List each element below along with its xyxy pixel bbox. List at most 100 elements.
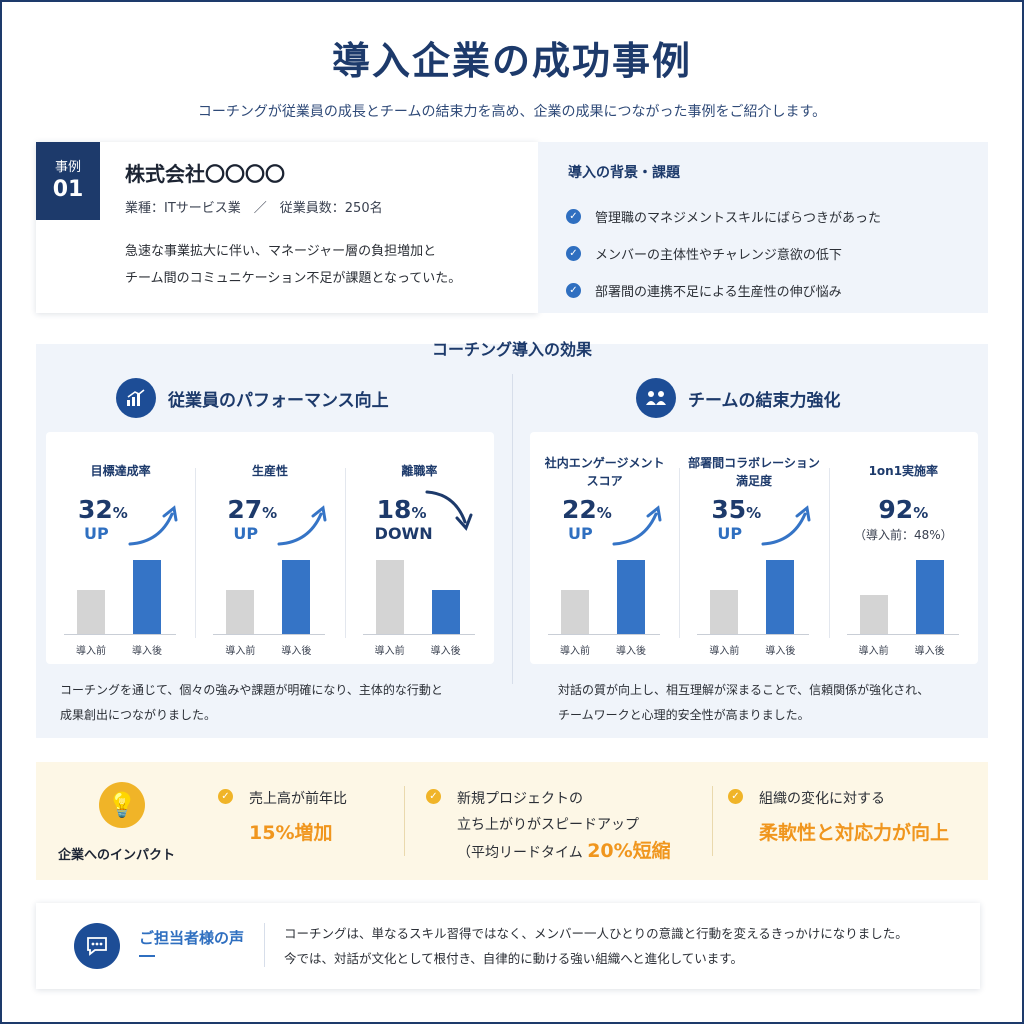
bar-before: [375, 560, 404, 634]
bar-before: [561, 590, 589, 634]
x-axis-label: 導入後: [765, 646, 796, 657]
bar-after: [282, 560, 311, 634]
impact-item-highlight: 柔軟性と対応力が向上: [759, 822, 950, 844]
impact-item: ✓ 組織の変化に対する 柔軟性と対応力が向上: [728, 786, 949, 845]
metric-value: 35%: [711, 496, 761, 527]
bar-after: [915, 560, 944, 634]
chart-baseline: [362, 634, 475, 635]
bar-before: [226, 590, 255, 634]
chart-baseline: [548, 634, 660, 635]
impact-item-body: 新規プロジェクトの 立ち上がりがスピードアップ （平均リードタイム: [457, 791, 639, 861]
metric-direction: DOWN: [374, 524, 433, 543]
case-badge: 事例 01: [36, 142, 100, 220]
voice-divider: [264, 923, 265, 967]
bar-after: [766, 560, 795, 634]
metrics-left: 目標達成率 32% UP 導入前 導入後 生産性 27% UP 導入前 導入後 離職率 18% DOWN…: [46, 432, 494, 664]
case-description-line: 急速な事業拡大に伴い、マネージャー層の負担増加と: [125, 244, 437, 259]
metric-card: 離職率 18% DOWN 導入前 導入後: [344, 432, 494, 664]
chart-baseline: [64, 634, 176, 635]
voice-title: ご担当者様の声: [139, 929, 245, 947]
background-item: ✓ メンバーの主体性やチャレンジ意欲の低下: [566, 235, 881, 272]
check-icon: ✓: [728, 789, 743, 804]
x-axis-label: 導入前: [374, 646, 405, 657]
metric-card: 1on1実施率 92% （導入前：48%） 導入前 導入後: [828, 432, 978, 664]
metric-label: 離職率: [401, 464, 438, 478]
metric-value: 92%: [829, 496, 978, 527]
metric-label: 部署間コラボレーション 満足度: [688, 456, 820, 488]
metric-value: 32%: [78, 496, 128, 527]
metric-direction: UP: [84, 524, 109, 543]
metric-value: 18%: [377, 496, 427, 527]
metric-value-unit: %: [411, 504, 427, 522]
voice-text: コーチングは、単なるスキル習得ではなく、メンバー一人ひとりの意識と行動を変えるき…: [284, 921, 908, 971]
x-axis-label: 導入後: [132, 646, 162, 657]
check-icon: ✓: [566, 283, 581, 298]
x-axis-label: 導入前: [858, 646, 889, 657]
metric-direction: UP: [568, 524, 593, 543]
metric-value-number: 92: [878, 495, 914, 524]
background-item: ✓ 部署間の連携不足による生産性の伸び悩み: [566, 272, 881, 309]
metric-card: 目標達成率 32% UP 導入前 導入後: [46, 432, 195, 664]
background-item-text: 部署間の連携不足による生産性の伸び悩み: [595, 285, 842, 300]
bar-after: [133, 560, 161, 634]
metric-value: 22%: [562, 496, 612, 527]
impact-item-text: 新規プロジェクトの 立ち上がりがスピードアップ （平均リードタイム 20%短縮: [457, 786, 671, 866]
effects-left-note: コーチングを通じて、個々の強みや課題が明確になり、主体的な行動と 成果創出につな…: [60, 678, 480, 728]
metric-label: 社内エンゲージメント スコア: [544, 456, 665, 488]
impact-item-text: 組織の変化に対する: [759, 791, 885, 807]
effects-section: コーチング導入の効果 従業員のパフォーマンス向上 チームの結束力強化 目標達成率…: [36, 340, 988, 738]
metric-value-number: 35: [711, 495, 747, 524]
impact-divider: [712, 786, 713, 856]
case-description-line: チーム間のコミュニケーション不足が課題となっていた。: [125, 271, 462, 286]
chart-growth-icon: [116, 378, 156, 418]
metric-direction: UP: [233, 524, 259, 543]
case-badge-number: 01: [52, 177, 84, 202]
metric-value-unit: %: [913, 504, 929, 522]
check-icon: ✓: [566, 246, 581, 261]
chart-baseline: [846, 634, 959, 635]
impact-label: 企業へのインパクト: [58, 848, 176, 863]
company-meta: 業種：ITサービス業 ／ 従業員数：250名: [125, 201, 383, 216]
x-axis-label: 導入前: [225, 646, 256, 657]
metric-subtext: （導入前：48%）: [853, 528, 953, 542]
arrow-up-icon: [761, 505, 811, 546]
metric-card: 生産性 27% UP 導入前 導入後: [195, 432, 344, 664]
x-axis-label: 導入前: [709, 646, 740, 657]
impact-item: ✓ 新規プロジェクトの 立ち上がりがスピードアップ （平均リードタイム 20%短…: [426, 786, 671, 866]
background-list: ✓ 管理職のマネジメントスキルにばらつきがあった ✓ メンバーの主体性やチャレンジ意…: [566, 198, 881, 309]
bar-after: [431, 590, 460, 634]
speech-bubble-icon: [74, 923, 120, 969]
background-title: 導入の背景・課題: [568, 165, 680, 181]
x-axis-label: 導入後: [430, 646, 461, 657]
metric-value-unit: %: [262, 504, 278, 522]
background-item-text: メンバーの主体性やチャレンジ意欲の低下: [595, 248, 842, 263]
lightbulb-icon: 💡: [99, 782, 145, 828]
background-item: ✓ 管理職のマネジメントスキルにばらつきがあった: [566, 198, 881, 235]
voice-title-underline: [139, 955, 155, 957]
background-item-text: 管理職のマネジメントスキルにばらつきがあった: [595, 211, 882, 226]
effects-right-note: 対話の質が向上し、相互理解が深まることで、信頼関係が強化され、 チームワークと心…: [558, 678, 978, 728]
metric-direction: UP: [717, 524, 743, 543]
effects-left-note-line: コーチングを通じて、個々の強みや課題が明確になり、主体的な行動と: [60, 683, 443, 697]
impact-item-text: 売上高が前年比: [249, 791, 347, 807]
metric-label: 目標達成率: [90, 464, 151, 478]
case-description: 急速な事業拡大に伴い、マネージャー層の負担増加と チーム間のコミュニケーション不…: [125, 238, 525, 292]
effects-right-heading-text: チームの結束力強化: [688, 390, 841, 411]
arrow-up-icon: [612, 505, 662, 546]
check-icon: ✓: [566, 209, 581, 224]
x-axis-label: 導入後: [281, 646, 312, 657]
bar-before: [77, 590, 105, 634]
impact-section: 💡 企業へのインパクト ✓ 売上高が前年比 15%増加 ✓ 新規プロジェクトの …: [36, 762, 988, 880]
effects-right-heading: チームの結束力強化: [636, 378, 841, 418]
metric-value-unit: %: [596, 504, 612, 522]
impact-item: ✓ 売上高が前年比 15%増加: [218, 786, 347, 845]
metric-value-unit: %: [746, 504, 762, 522]
arrow-down-icon: [425, 490, 473, 531]
x-axis-label: 導入後: [616, 646, 646, 657]
page-title: 導入企業の成功事例: [331, 39, 692, 83]
metrics-right: 社内エンゲージメント スコア 22% UP 導入前 導入後 部署間コラボレーション 満足度…: [530, 432, 978, 664]
effects-left-heading: 従業員のパフォーマンス向上: [116, 378, 389, 418]
metric-card: 社内エンゲージメント スコア 22% UP 導入前 導入後: [530, 432, 679, 664]
metric-value-number: 27: [227, 495, 263, 524]
